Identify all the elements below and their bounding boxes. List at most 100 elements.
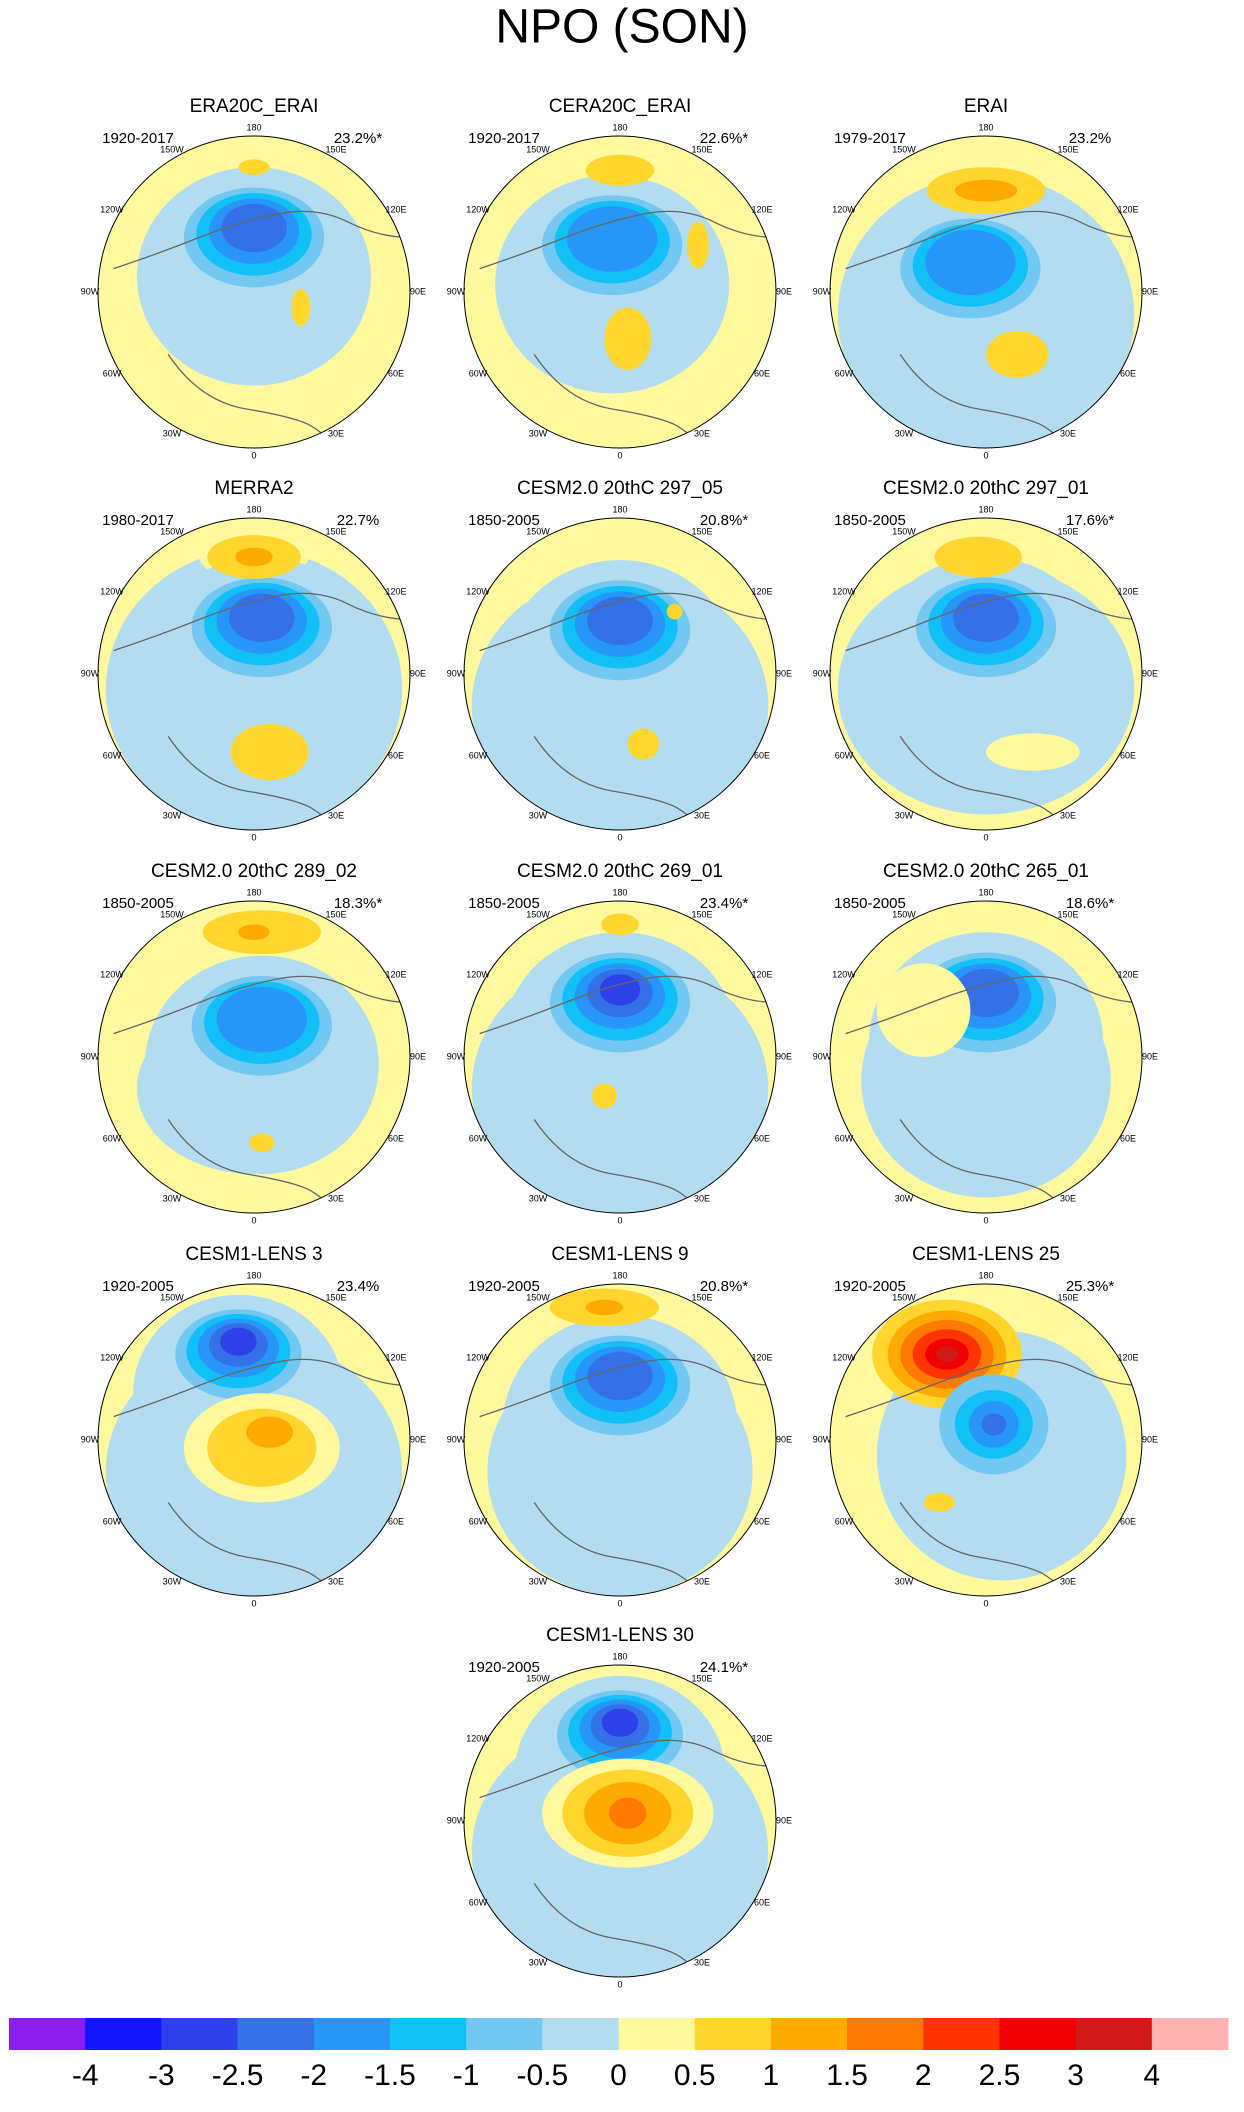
contour-region xyxy=(229,593,295,643)
longitude-label: 30W xyxy=(895,1193,914,1203)
panel-variance: 25.3%* xyxy=(1066,1278,1115,1295)
longitude-label: 150E xyxy=(325,144,346,154)
longitude-label: 180 xyxy=(612,1651,627,1661)
panel-title: CESM1-LENS 9 xyxy=(551,1244,688,1265)
colorbar-box xyxy=(1151,2018,1229,2050)
longitude-label: 90E xyxy=(776,286,792,296)
longitude-label: 30E xyxy=(1060,810,1076,820)
longitude-label: 30E xyxy=(328,1193,344,1203)
contour-region xyxy=(986,733,1080,771)
panel-period: 1850-2005 xyxy=(102,895,174,912)
colorbar-label: 1.5 xyxy=(826,2059,868,2092)
contour-region xyxy=(221,203,287,253)
longitude-label: 180 xyxy=(612,504,627,514)
longitude-label: 60W xyxy=(469,1897,488,1907)
longitude-label: 30W xyxy=(529,810,548,820)
contour-region xyxy=(249,1133,275,1153)
contour-region xyxy=(609,1797,647,1829)
longitude-label: 150W xyxy=(160,1292,184,1302)
longitude-label: 90W xyxy=(447,1434,466,1444)
longitude-label: 150W xyxy=(892,526,916,536)
longitude-label: 0 xyxy=(251,1215,256,1225)
longitude-label: 120E xyxy=(752,1352,773,1362)
map-boundary xyxy=(829,517,1143,831)
longitude-label: 60E xyxy=(1120,1133,1136,1143)
longitude-label: 150E xyxy=(691,144,712,154)
longitude-label: 60W xyxy=(103,1133,122,1143)
longitude-label: 150W xyxy=(160,526,184,536)
longitude-label: 120W xyxy=(100,969,124,979)
longitude-label: 0 xyxy=(251,1598,256,1608)
contour-region xyxy=(604,307,652,370)
panel-title: ERAI xyxy=(964,96,1008,117)
longitude-label: 30W xyxy=(895,1576,914,1586)
longitude-label: 150E xyxy=(691,1673,712,1683)
anomaly-field xyxy=(464,518,776,830)
longitude-label: 0 xyxy=(251,832,256,842)
contour-region xyxy=(230,723,309,781)
longitude-label: 150E xyxy=(691,1292,712,1302)
panel-title: CESM2.0 20thC 297_01 xyxy=(883,478,1089,499)
map-panel: CERA20C_ERAI 1920-2017 22.6%* 180 150E 120E 90… xyxy=(447,96,792,460)
longitude-label: 90E xyxy=(776,1051,792,1061)
longitude-label: 120E xyxy=(1118,969,1139,979)
colorbar-label: 0 xyxy=(610,2059,627,2092)
colorbar-box xyxy=(847,2018,924,2050)
longitude-label: 180 xyxy=(978,122,993,132)
panel-title: ERA20C_ERAI xyxy=(190,96,319,117)
panel-variance: 20.8%* xyxy=(700,1278,749,1295)
contour-region xyxy=(246,1416,293,1448)
longitude-label: 90W xyxy=(813,286,832,296)
panel-variance: 22.6%* xyxy=(700,130,749,147)
panel-variance: 23.2%* xyxy=(334,130,383,147)
longitude-label: 60W xyxy=(835,1133,854,1143)
contour-region xyxy=(587,596,653,646)
map-panel: MERRA2 1980-2017 22.7% 180 150E 120E 90E 60E 30E… xyxy=(81,478,426,842)
longitude-label: 60W xyxy=(103,368,122,378)
longitude-label: 120W xyxy=(832,969,856,979)
longitude-label: 90E xyxy=(1142,1051,1158,1061)
longitude-label: 120W xyxy=(100,1352,124,1362)
longitude-label: 90W xyxy=(447,286,466,296)
contour-region xyxy=(666,603,683,620)
longitude-label: 90W xyxy=(813,1434,832,1444)
map-panel: CESM2.0 20thC 265_01 1850-2005 18.6%* 180 15… xyxy=(813,861,1158,1225)
panel-variance: 23.2% xyxy=(1069,130,1112,147)
longitude-label: 120E xyxy=(1118,586,1139,596)
longitude-label: 60W xyxy=(835,368,854,378)
contour-region xyxy=(601,913,639,936)
map-boundary xyxy=(463,900,777,1214)
longitude-label: 0 xyxy=(983,832,988,842)
longitude-label: 60E xyxy=(754,1133,770,1143)
longitude-label: 90W xyxy=(81,1051,100,1061)
longitude-label: 120W xyxy=(466,1733,490,1743)
map-boundary xyxy=(829,135,1143,449)
longitude-label: 120W xyxy=(100,586,124,596)
colorbar-box xyxy=(999,2018,1077,2050)
colorbar-box xyxy=(694,2018,772,2050)
longitude-label: 150E xyxy=(1057,1292,1078,1302)
colorbar-label: 0.5 xyxy=(674,2059,716,2092)
longitude-label: 30E xyxy=(1060,1576,1076,1586)
map-boundary xyxy=(463,517,777,831)
longitude-label: 30W xyxy=(895,428,914,438)
contour-region xyxy=(954,179,1018,202)
contour-region xyxy=(291,288,311,327)
map-panel: CESM1-LENS 3 1920-2005 23.4% 180 150E 120E 90E… xyxy=(81,1244,426,1608)
longitude-label: 0 xyxy=(617,1215,622,1225)
colorbar-box xyxy=(237,2018,315,2050)
colorbar-box xyxy=(313,2018,391,2050)
longitude-label: 30E xyxy=(328,810,344,820)
contour-region xyxy=(687,221,709,269)
panel-title: CESM2.0 20thC 269_01 xyxy=(517,861,723,882)
longitude-label: 30W xyxy=(163,1193,182,1203)
longitude-label: 60E xyxy=(754,368,770,378)
longitude-label: 90E xyxy=(776,1434,792,1444)
map-boundary xyxy=(463,1283,777,1597)
panel-variance: 24.1%* xyxy=(700,1659,749,1676)
longitude-label: 150W xyxy=(160,144,184,154)
anomaly-field xyxy=(830,1284,1142,1596)
panel-variance: 23.4% xyxy=(337,1278,380,1295)
colorbar-label: -2 xyxy=(300,2059,327,2092)
contour-region xyxy=(981,1413,1007,1436)
